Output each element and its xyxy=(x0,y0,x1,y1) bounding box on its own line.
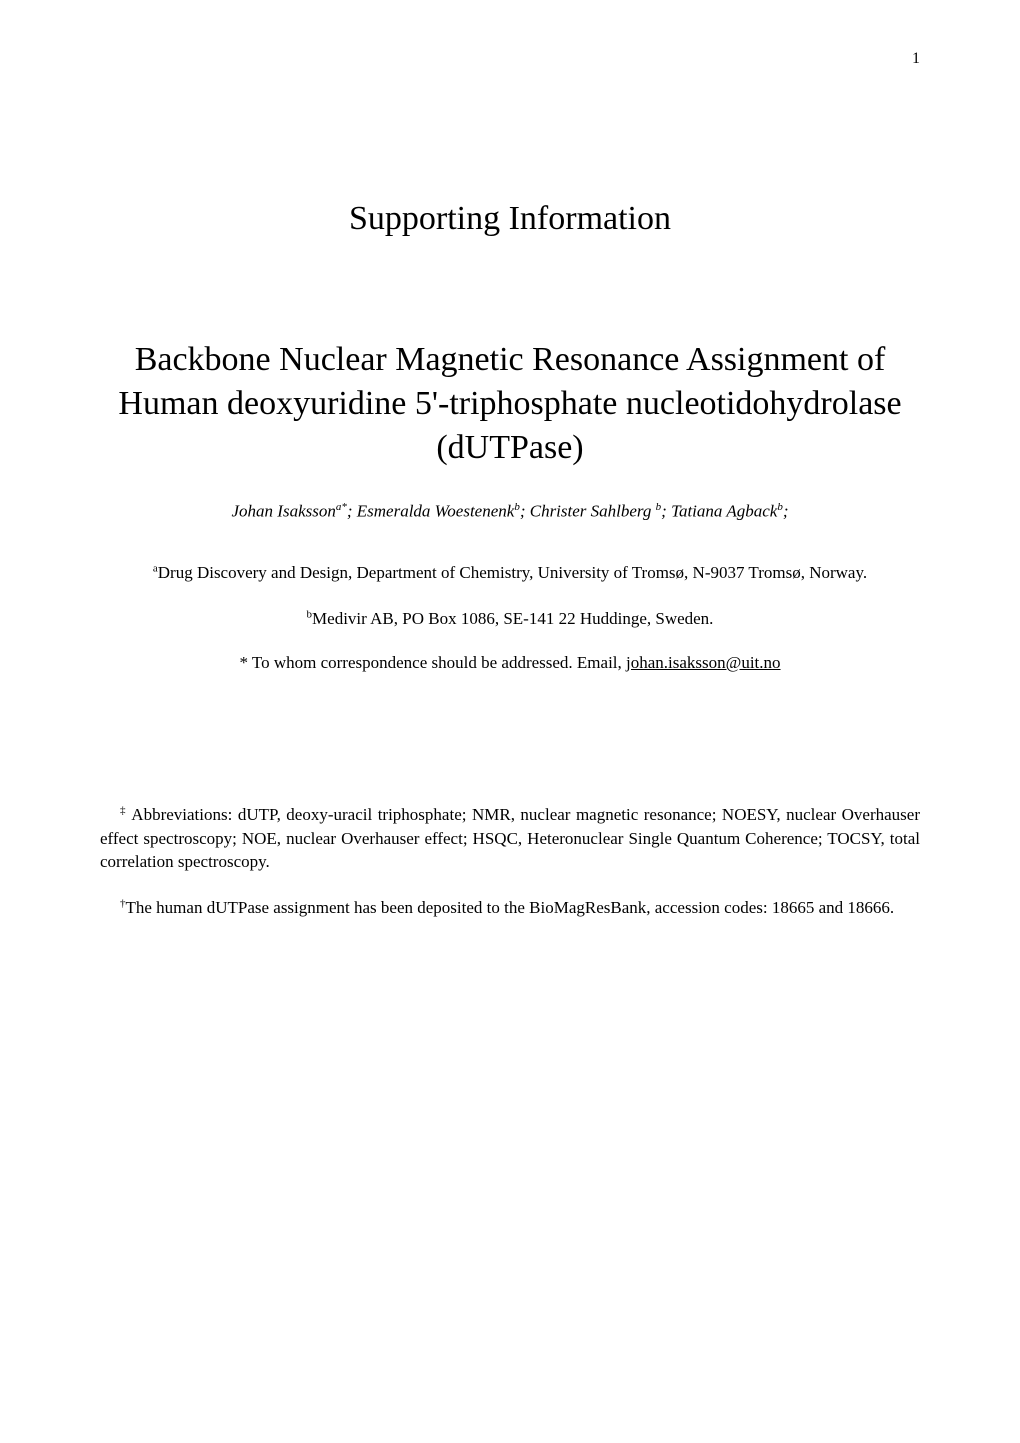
author-name: ; Christer Sahlberg xyxy=(520,501,656,520)
affiliation-text: Medivir AB, PO Box 1086, SE-141 22 Huddi… xyxy=(312,609,713,628)
footnote-text: The human dUTPase assignment has been de… xyxy=(126,898,895,917)
author-trailing: ; xyxy=(783,501,789,520)
supporting-info-heading: Supporting Information xyxy=(100,200,920,238)
affiliation-a: aDrug Discovery and Design, Department o… xyxy=(100,561,920,585)
deposit-footnote: †The human dUTPase assignment has been d… xyxy=(100,896,920,920)
correspondence-prefix: * To whom correspondence should be addre… xyxy=(239,653,626,672)
authors-line: Johan Isakssona*; Esmeralda Woestenenkb;… xyxy=(100,501,920,522)
page-number: 1 xyxy=(912,50,920,68)
footnote-sup: ‡ xyxy=(120,804,127,816)
author-name: ; Tatiana Agback xyxy=(661,501,777,520)
main-title: Backbone Nuclear Magnetic Resonance Assi… xyxy=(100,338,920,471)
email-link[interactable]: johan.isaksson@uit.no xyxy=(626,653,781,672)
abbreviations-footnote: ‡ Abbreviations: dUTP, deoxy-uracil trip… xyxy=(100,803,920,874)
author-name: ; Esmeralda Woestenenk xyxy=(347,501,514,520)
affiliation-b: bMedivir AB, PO Box 1086, SE-141 22 Hudd… xyxy=(100,607,920,631)
author-name: Johan Isaksson xyxy=(232,501,336,520)
author-sup: a* xyxy=(336,501,347,513)
affiliation-text: Drug Discovery and Design, Department of… xyxy=(158,563,867,582)
footnote-text: Abbreviations: dUTP, deoxy-uracil tripho… xyxy=(100,805,920,872)
correspondence: * To whom correspondence should be addre… xyxy=(100,653,920,673)
